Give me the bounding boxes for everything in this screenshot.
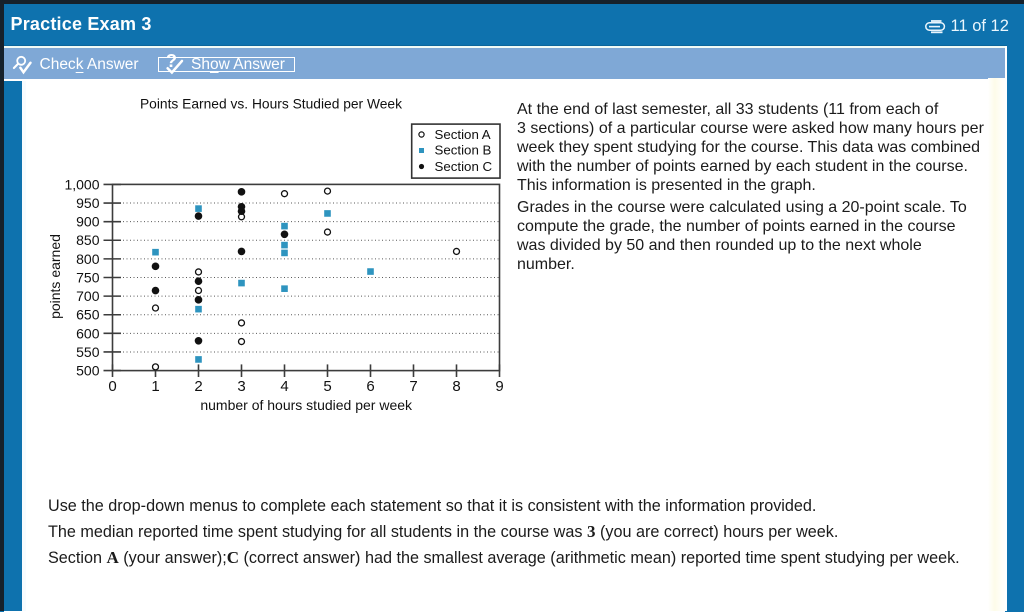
svg-text:600: 600 <box>76 325 100 341</box>
svg-text:Section C: Section C <box>435 159 493 174</box>
svg-text:650: 650 <box>76 307 100 323</box>
svg-text:?: ? <box>166 50 177 71</box>
svg-text:900: 900 <box>76 214 100 230</box>
svg-text:points earned: points earned <box>47 234 63 319</box>
svg-text:9: 9 <box>495 378 503 395</box>
svg-text:550: 550 <box>76 344 100 360</box>
svg-text:Section B: Section B <box>435 143 492 158</box>
svg-text:7: 7 <box>409 378 417 395</box>
svg-text:6: 6 <box>366 378 374 395</box>
svg-text:1: 1 <box>151 378 159 395</box>
svg-text:Points Earned vs. Hours Studie: Points Earned vs. Hours Studied per Week <box>140 97 402 112</box>
svg-text:number of hours studied per we: number of hours studied per week <box>200 397 413 413</box>
svg-text:950: 950 <box>76 195 100 211</box>
svg-text:750: 750 <box>76 269 100 285</box>
svg-text:4: 4 <box>280 378 288 395</box>
svg-text:3: 3 <box>237 378 245 395</box>
svg-text:700: 700 <box>76 288 100 304</box>
svg-text:0: 0 <box>108 378 116 395</box>
svg-text:5: 5 <box>323 378 331 395</box>
svg-text:1,000: 1,000 <box>64 176 99 192</box>
svg-text:8: 8 <box>452 378 460 395</box>
svg-text:800: 800 <box>76 251 100 267</box>
svg-text:850: 850 <box>76 232 100 248</box>
svg-text:Section A: Section A <box>435 127 491 142</box>
svg-text:500: 500 <box>76 363 100 379</box>
svg-text:2: 2 <box>194 378 202 395</box>
